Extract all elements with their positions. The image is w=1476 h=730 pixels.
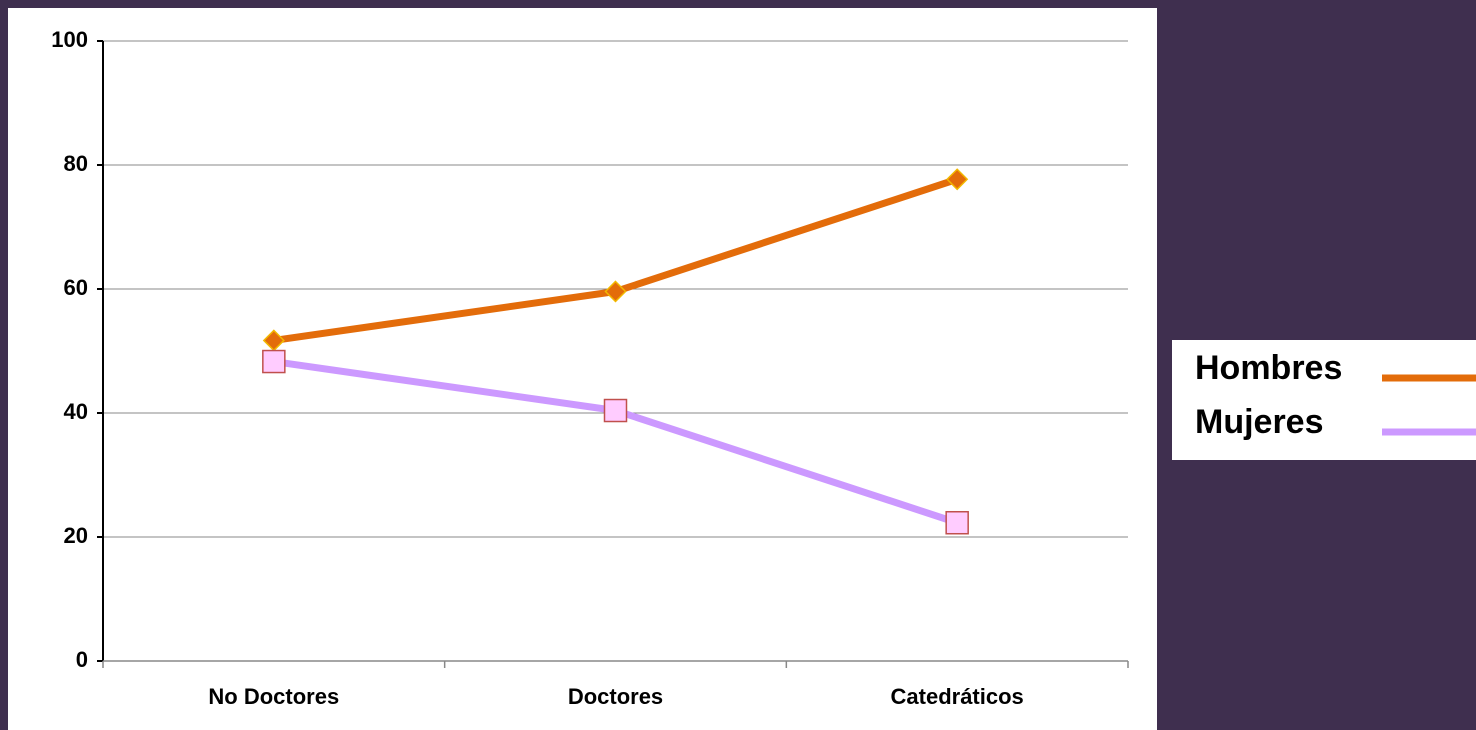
y-tick-label: 0: [76, 647, 88, 672]
marker: [945, 510, 969, 535]
y-tick-label: 40: [64, 399, 88, 424]
legend-box: [1172, 340, 1476, 460]
marker: [946, 168, 969, 191]
chart-panel: [8, 8, 1157, 730]
legend-label: Hombres: [1195, 349, 1342, 387]
y-tick-label: 20: [64, 523, 88, 548]
legend-label: Mujeres: [1195, 403, 1324, 441]
marker: [603, 398, 628, 423]
marker: [262, 349, 286, 374]
marker: [604, 280, 627, 303]
y-tick-label: 100: [51, 27, 88, 52]
y-tick-label: 60: [64, 275, 88, 300]
y-tick-label: 80: [64, 151, 88, 176]
x-tick-label: Catedráticos: [891, 684, 1024, 709]
x-tick-label: Doctores: [568, 684, 663, 709]
x-tick-label: No Doctores: [208, 684, 339, 709]
